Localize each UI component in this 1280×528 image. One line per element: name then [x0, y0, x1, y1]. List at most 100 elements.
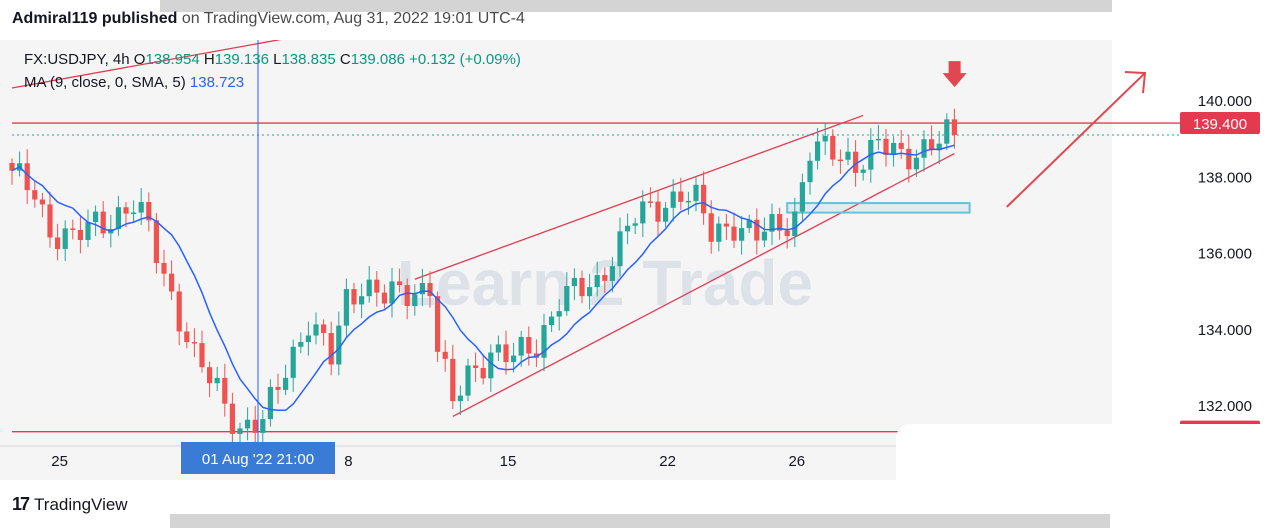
y-tick-label: 134.000 [1198, 322, 1252, 339]
candle [891, 136, 897, 167]
close-label: C [339, 51, 351, 68]
candle [769, 203, 775, 246]
level-tag [1180, 112, 1260, 135]
trendline-top-left [11, 40, 282, 89]
candle [252, 405, 258, 443]
candle [716, 216, 722, 252]
high-value: 139.136 [214, 51, 269, 68]
candle [24, 149, 30, 204]
candle [321, 319, 327, 346]
candle [169, 260, 175, 301]
candle [754, 208, 760, 255]
candle [792, 197, 798, 248]
candle [473, 352, 479, 383]
symbol-label[interactable]: FX:USDJPY, 4h [24, 51, 130, 68]
candle [906, 135, 912, 183]
candle [161, 249, 167, 287]
candle [617, 217, 623, 277]
candle [822, 123, 828, 156]
candle [488, 344, 494, 393]
x-tick-label: 25 [51, 453, 68, 470]
arrow-down-icon [942, 61, 967, 88]
candle [723, 213, 729, 240]
candle [214, 366, 220, 392]
candle [305, 321, 311, 356]
candle [883, 128, 889, 167]
candle [647, 187, 653, 208]
candle [746, 214, 752, 233]
candle [549, 311, 555, 332]
candle [556, 299, 562, 331]
open-value: 138.954 [145, 51, 200, 68]
crosshair: 01 Aug '22 21:00 [181, 40, 335, 474]
zone-rect [786, 202, 971, 214]
price-chart[interactable]: Learn 2 Trade 139.400131.300 01 Aug '22 … [0, 40, 1280, 480]
candle [784, 217, 790, 249]
overlay-box [896, 424, 1280, 506]
ma-row: MA (9, close, 0, SMA, 5) 138.723 [24, 71, 521, 94]
candle [625, 213, 631, 245]
tradingview-logo[interactable]: 17 TradingView [12, 494, 128, 515]
candle [533, 339, 539, 367]
crosshair-date-label: 01 Aug '22 21:00 [202, 451, 314, 468]
candle [313, 312, 319, 345]
candle [336, 311, 342, 376]
support-zone [786, 202, 971, 214]
candle [85, 209, 91, 248]
candle [100, 201, 106, 239]
candle [275, 373, 281, 404]
candle [351, 282, 357, 314]
candle [807, 152, 813, 195]
candle [374, 270, 380, 307]
x-tick-label: 26 [788, 453, 805, 470]
candle [518, 330, 524, 367]
candle [245, 407, 251, 441]
candle [845, 137, 851, 166]
candle [366, 265, 372, 303]
arrow-up-shaft [1006, 72, 1146, 208]
candle [480, 354, 486, 385]
low-value: 138.835 [281, 51, 336, 68]
author[interactable]: Admiral119 published [12, 10, 178, 27]
candle [815, 127, 821, 170]
candle [397, 268, 403, 293]
candle [229, 392, 235, 444]
level-tag-label: 139.400 [1193, 116, 1247, 133]
ma-label[interactable]: MA (9, close, 0, SMA, 5) [24, 74, 186, 91]
y-axis: 132.000 134.000 136.000 138.000 140.000 [1198, 93, 1252, 415]
candle [32, 180, 38, 208]
x-tick-label: 22 [659, 453, 676, 470]
candle [176, 283, 182, 346]
candle [222, 363, 228, 417]
ohlc-legend: FX:USDJPY, 4h O138.954 H139.136 L138.835… [24, 48, 521, 94]
candle [39, 192, 45, 218]
publish-info: Admiral119 published on TradingView.com,… [12, 10, 525, 28]
plot-area [0, 40, 1112, 480]
y-tick-label: 132.000 [1198, 398, 1252, 415]
candle [739, 216, 745, 255]
wedge-lower-line [452, 152, 955, 418]
candle [412, 284, 418, 316]
candle [951, 108, 957, 149]
change-value: +0.132 (+0.09%) [409, 51, 521, 68]
candle [93, 205, 99, 237]
candle [761, 217, 767, 248]
candle [237, 422, 243, 446]
candle [579, 270, 585, 304]
x-axis: 25 8 15 22 26 [51, 453, 805, 470]
candle [442, 340, 448, 372]
candle [153, 213, 159, 274]
candle [632, 217, 638, 235]
candle [267, 379, 273, 427]
candle [944, 113, 950, 150]
candle [693, 177, 699, 212]
x-tick-label: 8 [344, 453, 352, 470]
footer-shade [170, 514, 1110, 528]
price-axis-area [1112, 40, 1280, 480]
high-label: H [203, 51, 215, 68]
low-label: L [273, 51, 282, 68]
candle [678, 177, 684, 210]
candle [731, 212, 737, 249]
candle [146, 192, 152, 232]
publish-header: Admiral119 published on TradingView.com,… [0, 0, 1280, 40]
